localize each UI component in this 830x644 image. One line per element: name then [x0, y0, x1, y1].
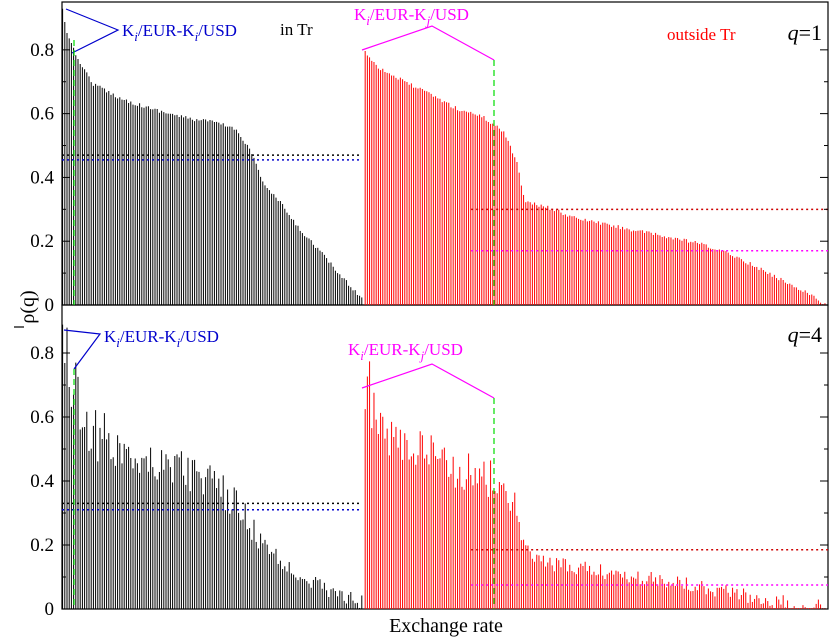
- bottom-y-tick-label: 0.4: [30, 471, 54, 492]
- mean-lines-layer: [62, 154, 828, 586]
- bottom-magenta-bracket: [361, 363, 495, 399]
- top-annotation-outside-tr: outside Tr: [667, 25, 736, 44]
- bottom-blue-connector: [63, 329, 102, 370]
- bottom-annotation-blue-pair: Ki/EUR-Ki/USD: [104, 327, 219, 350]
- top-magenta-bracket: [361, 25, 495, 61]
- bottom-y-tick-label: 0: [45, 599, 55, 620]
- ticks-layer: 0 0.2 0.4 0.6 0.8 0 0.2 0.4 0.6 0.8: [30, 40, 828, 620]
- top-y-tick-label: 0.8: [30, 40, 54, 61]
- top-y-tick-label: 0.4: [30, 167, 54, 188]
- top-annotation-magenta-pair: Ki/EUR-Kj/USD: [354, 5, 469, 28]
- top-blue-connector: [65, 8, 120, 54]
- top-y-tick-label: 0.2: [30, 231, 54, 252]
- bottom-y-tick-label: 0.2: [30, 535, 54, 556]
- bars-layer: [62, 8, 826, 609]
- svg-text:ρ(q): ρ(q): [17, 290, 39, 323]
- top-y-tick-label: 0.6: [30, 104, 54, 125]
- bottom-q-label: q=4: [788, 322, 822, 347]
- bottom-panel-frame: [61, 304, 829, 610]
- x-axis-label: Exchange rate: [389, 615, 503, 637]
- annotation-connectors: [63, 8, 495, 609]
- top-y-tick-label: 0: [45, 295, 55, 316]
- y-axis-label-text: ρ(q): [17, 290, 39, 323]
- bottom-y-tick-label: 0.8: [30, 343, 54, 364]
- y-axis-label: ρ(q): [14, 290, 39, 328]
- bottom-annotation-magenta-pair: Ki/EUR-Kj/USD: [348, 340, 463, 363]
- top-q-label: q=1: [788, 20, 822, 45]
- bottom-y-tick-label: 0.6: [30, 407, 54, 428]
- top-annotation-in-tr: in Tr: [280, 20, 313, 39]
- top-annotation-blue-pair: Ki/EUR-Ki/USD: [122, 21, 237, 44]
